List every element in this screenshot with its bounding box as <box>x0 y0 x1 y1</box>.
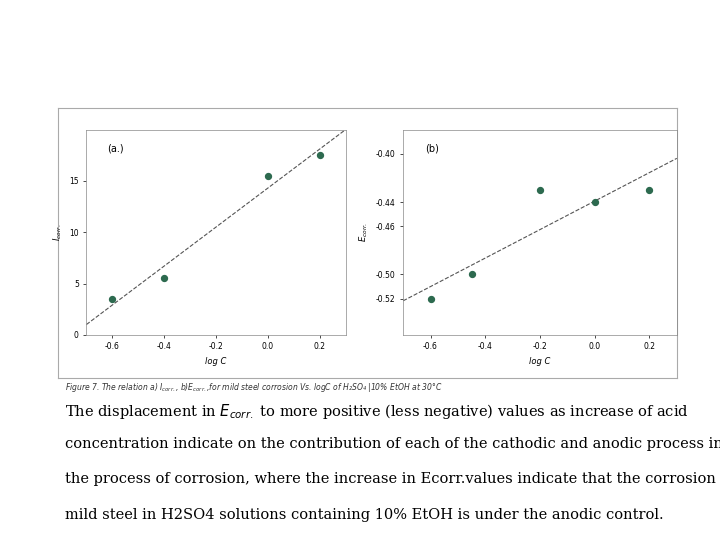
Text: Figure 7. The relation a) $I_{corr.}$, b)$E_{corr.}$,for mild steel corrosion Vs: Figure 7. The relation a) $I_{corr.}$, b… <box>65 381 442 394</box>
Y-axis label: $I_{corr.}$: $I_{corr.}$ <box>51 224 63 241</box>
X-axis label: log C: log C <box>529 357 551 366</box>
Text: (b): (b) <box>425 144 439 154</box>
Y-axis label: $E_{corr.}$: $E_{corr.}$ <box>358 222 370 242</box>
Text: RESULTS AND DISCUSSION: RESULTS AND DISCUSSION <box>174 58 374 71</box>
Point <box>262 171 274 180</box>
X-axis label: log C: log C <box>205 357 227 366</box>
Text: mild steel in H2SO4 solutions containing 10% EtOH is under the anodic control.: mild steel in H2SO4 solutions containing… <box>65 508 663 522</box>
Text: concentration indicate on the contribution of each of the cathodic and anodic pr: concentration indicate on the contributi… <box>65 437 720 451</box>
Point <box>534 186 546 194</box>
Text: The displacement in $E_{corr.}$ to more positive (less negative) values as incre: The displacement in $E_{corr.}$ to more … <box>65 402 689 421</box>
Point <box>107 295 118 303</box>
Point <box>644 186 655 194</box>
Point <box>158 274 170 283</box>
Point <box>589 198 600 206</box>
Point <box>466 270 477 279</box>
Text: (a.): (a.) <box>107 144 124 154</box>
Text: the process of corrosion, where the increase in Ecorr.values indicate that the c: the process of corrosion, where the incr… <box>65 472 720 487</box>
Point <box>314 151 325 160</box>
Point <box>425 294 436 303</box>
